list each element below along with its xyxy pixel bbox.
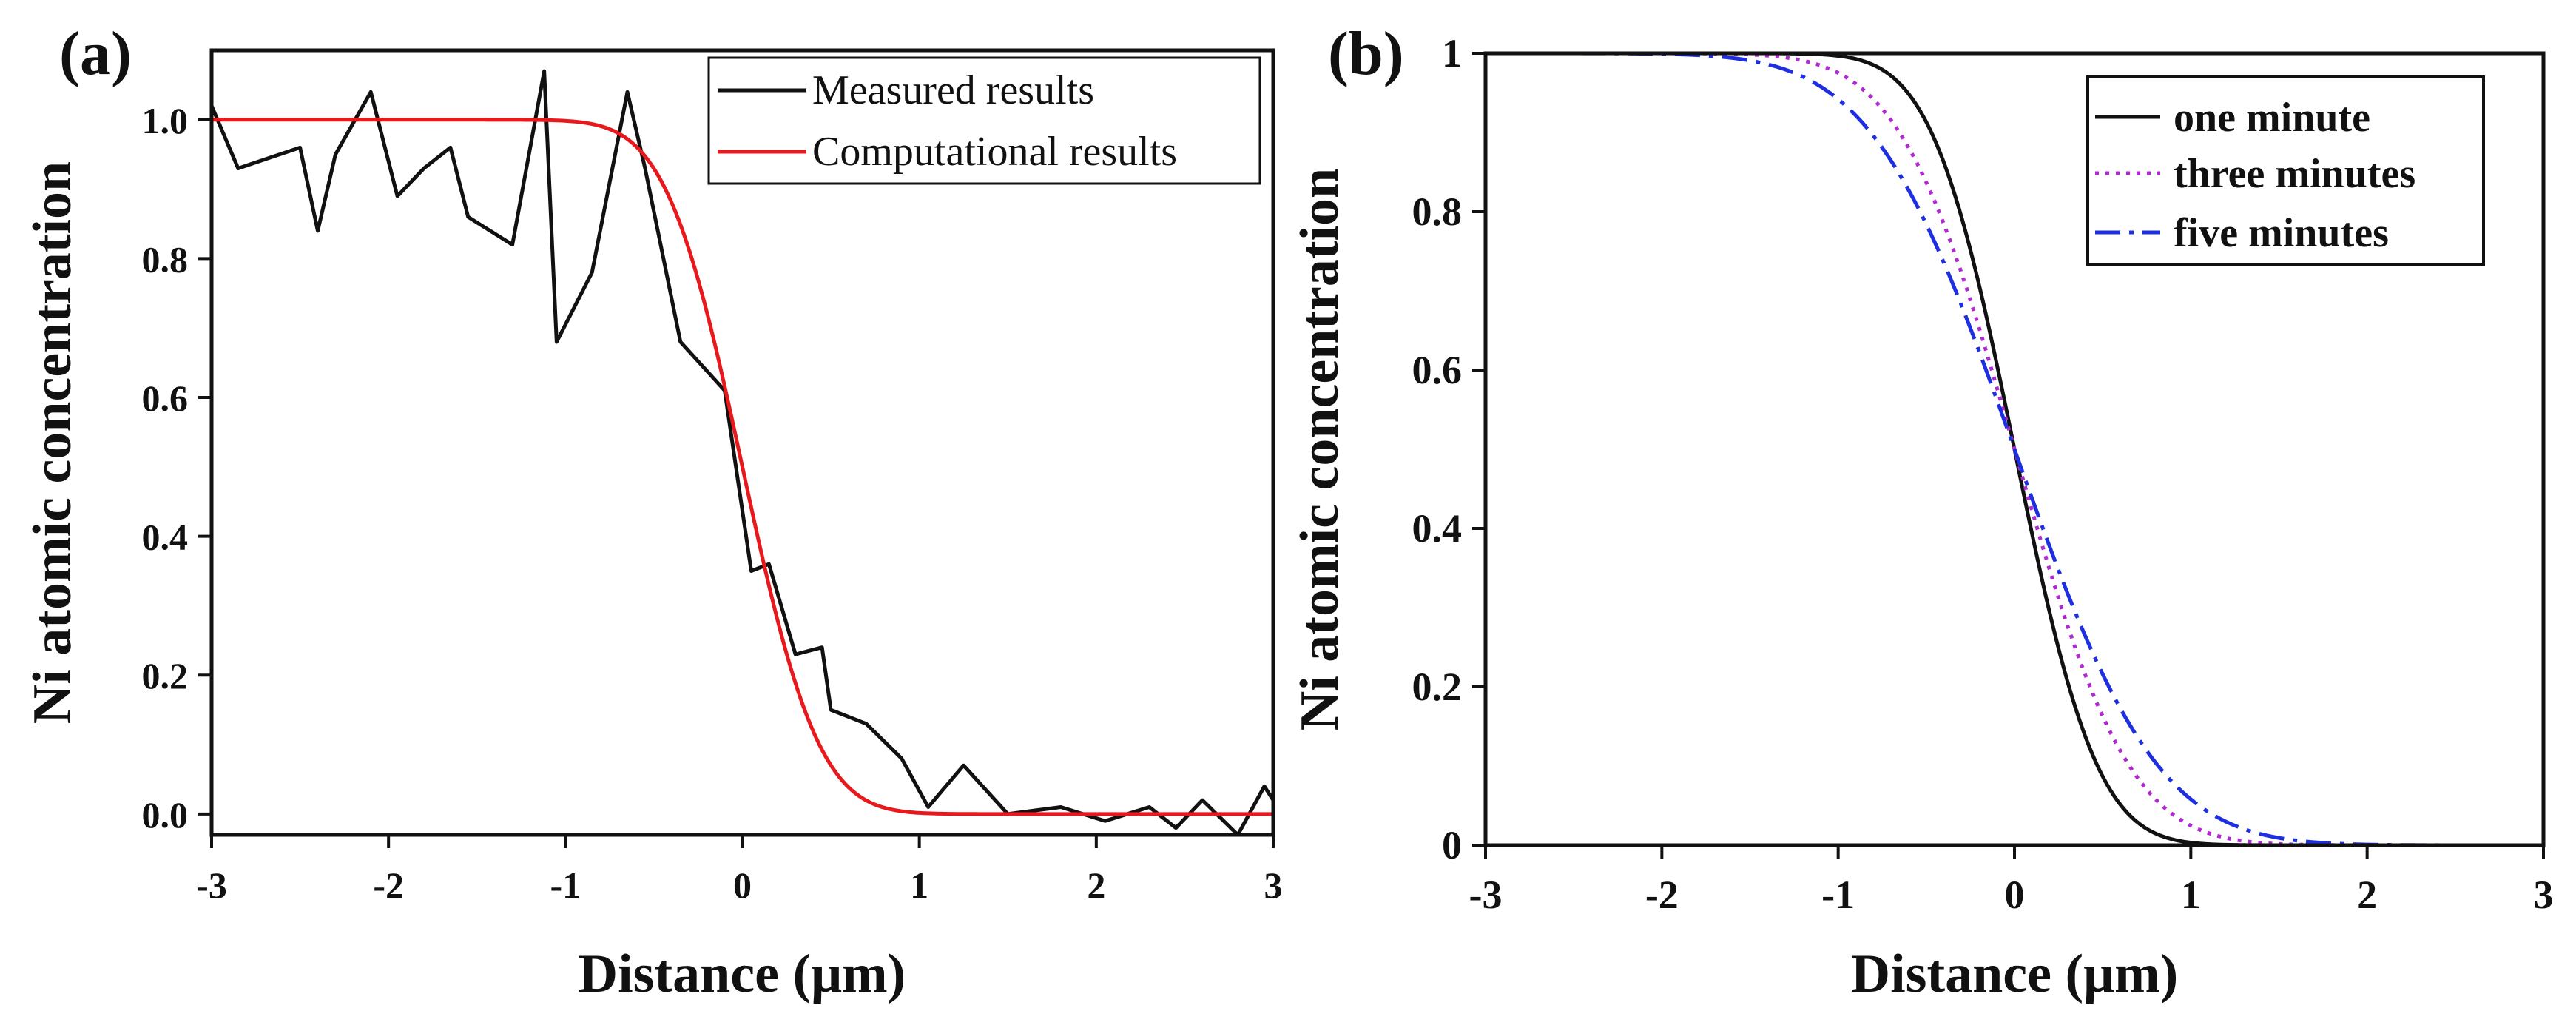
y-tick-label: 0.2 [142,655,189,696]
panel-b-y-axis-title: Ni atomic concentration [1289,168,1350,730]
panel-a-y-ticks: 0.0 0.2 0.4 0.6 0.8 1.0 [142,100,212,836]
y-tick-label: 0.8 [142,238,189,280]
legend-label-three-minutes: three minutes [2174,151,2415,197]
y-tick-label: 0 [1442,823,1462,867]
x-tick-label: 1 [910,864,928,906]
x-tick-label: 3 [2534,873,2554,917]
y-tick-label: 0.0 [142,794,189,836]
panel-b-x-axis-title: Distance (μm) [1851,944,2179,1004]
x-tick-label: 3 [1264,864,1283,906]
legend-label-measured: Measured results [812,67,1094,113]
x-tick-label: -2 [373,864,404,906]
x-tick-label: 1 [2181,873,2201,917]
y-tick-label: 0.2 [1412,665,1463,709]
x-tick-label: 2 [2357,873,2377,917]
y-tick-label: 0.6 [1412,348,1463,392]
legend-label-five-minutes: five minutes [2174,210,2389,256]
panel-b: (b) -3 -2 -1 0 1 2 3 0 0.2 0.4 0.6 0.8 1 Distance (… [1289,19,2554,1004]
panel-a: (a) -3 -2 -1 0 1 2 3 0.0 0.2 0.4 0.6 0.8 1.0 Distan… [22,19,1283,1004]
panel-a-y-axis-title: Ni atomic concentration [22,161,83,724]
y-tick-label: 0.6 [142,377,189,419]
panel-b-legend: one minute three minutes five minutes [2086,75,2485,266]
y-tick-label: 0.4 [142,517,189,558]
panel-b-label: (b) [1328,19,1404,88]
series-line-measured-results [212,69,1273,835]
panel-a-label: (a) [59,19,132,88]
legend-label-computational: Computational results [812,129,1177,175]
x-tick-label: 0 [2005,873,2025,917]
x-tick-label: -1 [1821,873,1855,917]
y-tick-label: 1 [1442,31,1462,75]
panel-a-legend: Measured results Computational results [707,56,1261,185]
panel-b-y-ticks: 0 0.2 0.4 0.6 0.8 1 [1412,31,1486,867]
y-tick-label: 0.4 [1412,506,1463,551]
x-tick-label: -2 [1645,873,1679,917]
y-tick-label: 0.8 [1412,189,1463,234]
series-line-computational-results [212,118,1273,816]
panel-a-legend-box [707,56,1261,185]
panel-a-x-axis-title: Distance (μm) [579,944,906,1004]
panel-b-x-ticks: -3 -2 -1 0 1 2 3 [1469,845,2554,917]
legend-label-one-minute: one minute [2174,95,2370,141]
x-tick-label: -3 [196,864,227,906]
y-tick-label: 1.0 [142,100,189,141]
x-tick-label: -1 [550,864,581,906]
x-tick-label: -3 [1469,873,1503,917]
x-tick-label: 0 [733,864,752,906]
panel-a-plot-area [212,69,1273,835]
x-tick-label: 2 [1087,864,1105,906]
panel-a-x-ticks: -3 -2 -1 0 1 2 3 [196,835,1283,906]
